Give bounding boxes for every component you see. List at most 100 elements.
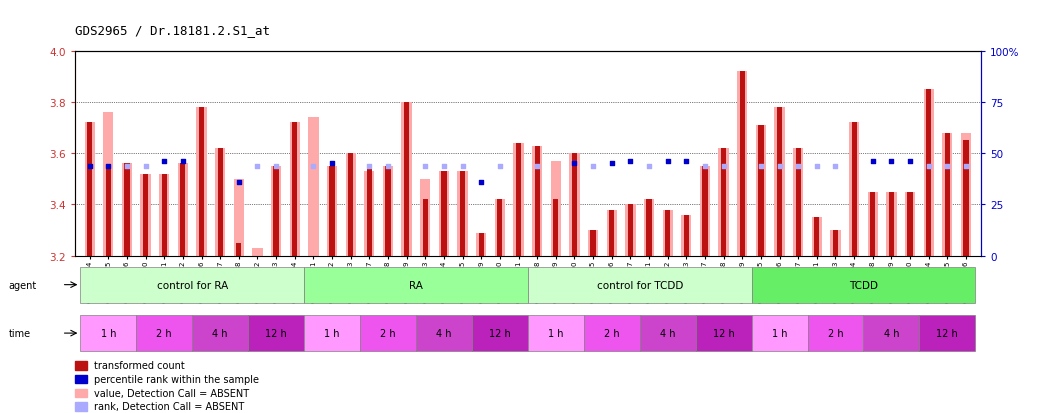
Bar [237, 243, 242, 256]
Point [939, 163, 956, 169]
Bar [192, 316, 248, 351]
Bar [569, 154, 579, 256]
Point [249, 163, 266, 169]
Point [528, 163, 545, 169]
Point [771, 163, 788, 169]
Bar [849, 123, 859, 256]
Text: 2 h: 2 h [380, 328, 395, 338]
Point [118, 163, 135, 169]
Bar [793, 149, 803, 256]
Text: 1 h: 1 h [772, 328, 787, 338]
Bar [84, 123, 94, 256]
Bar [234, 179, 244, 256]
Bar [80, 267, 304, 303]
Point [473, 179, 490, 186]
Bar [497, 200, 502, 256]
Point [100, 163, 116, 169]
Point [753, 163, 769, 169]
Bar [905, 192, 916, 256]
Point [902, 159, 919, 165]
Bar [514, 144, 523, 256]
Bar [308, 118, 319, 256]
Point [696, 163, 713, 169]
Bar [588, 230, 598, 256]
Text: 1 h: 1 h [101, 328, 116, 338]
Text: TCDD: TCDD [849, 280, 878, 290]
Bar [304, 267, 528, 303]
Bar [162, 174, 167, 256]
Bar [416, 316, 472, 351]
Bar [404, 103, 409, 256]
Bar [832, 230, 838, 256]
Bar [812, 218, 822, 256]
Point [380, 163, 397, 169]
Bar [140, 174, 151, 256]
Point [230, 179, 247, 186]
Bar [103, 113, 113, 256]
Bar [920, 316, 976, 351]
Bar [886, 192, 897, 256]
Bar [199, 108, 204, 256]
Bar [963, 141, 968, 256]
Bar [684, 215, 689, 256]
Bar [248, 316, 304, 351]
Bar [628, 205, 633, 256]
Bar [868, 192, 878, 256]
Bar [639, 316, 695, 351]
Bar [535, 146, 540, 256]
Bar [80, 316, 136, 351]
Point [361, 163, 378, 169]
Point [921, 163, 937, 169]
Bar [290, 123, 300, 256]
Point [622, 159, 638, 165]
Bar [774, 108, 785, 256]
Text: percentile rank within the sample: percentile rank within the sample [94, 374, 260, 384]
Bar [106, 166, 111, 256]
Text: 4 h: 4 h [660, 328, 676, 338]
Bar [329, 166, 334, 256]
Bar [402, 103, 412, 256]
Point [305, 163, 322, 169]
Bar [591, 230, 596, 256]
Point [809, 163, 825, 169]
Bar [252, 248, 263, 256]
Bar [961, 133, 972, 256]
Point [715, 163, 732, 169]
Text: 4 h: 4 h [213, 328, 228, 338]
Bar [136, 316, 192, 351]
Text: rank, Detection Call = ABSENT: rank, Detection Call = ABSENT [94, 401, 245, 411]
Point [640, 163, 657, 169]
Text: 12 h: 12 h [489, 328, 511, 338]
Text: control for TCDD: control for TCDD [597, 280, 683, 290]
Bar [422, 200, 428, 256]
Text: 2 h: 2 h [604, 328, 620, 338]
Point [865, 159, 881, 165]
Bar [695, 316, 752, 351]
Bar [721, 149, 727, 256]
Bar [181, 164, 186, 256]
Bar [516, 144, 521, 256]
Text: 4 h: 4 h [883, 328, 899, 338]
Point [156, 159, 172, 165]
Bar [864, 316, 920, 351]
Bar [441, 172, 446, 256]
Text: 12 h: 12 h [713, 328, 735, 338]
Bar [644, 200, 654, 256]
Text: 12 h: 12 h [266, 328, 286, 338]
Bar [606, 210, 617, 256]
Bar [795, 149, 800, 256]
Bar [703, 166, 708, 256]
Point [417, 163, 434, 169]
Point [268, 163, 284, 169]
Bar [889, 192, 894, 256]
Bar [830, 230, 841, 256]
Bar [479, 233, 484, 256]
Text: RA: RA [409, 280, 422, 290]
Bar [551, 161, 561, 256]
Bar [662, 210, 673, 256]
Bar [125, 164, 130, 256]
Bar [814, 218, 819, 256]
Text: 2 h: 2 h [827, 328, 843, 338]
Point [492, 163, 509, 169]
Point [678, 159, 694, 165]
